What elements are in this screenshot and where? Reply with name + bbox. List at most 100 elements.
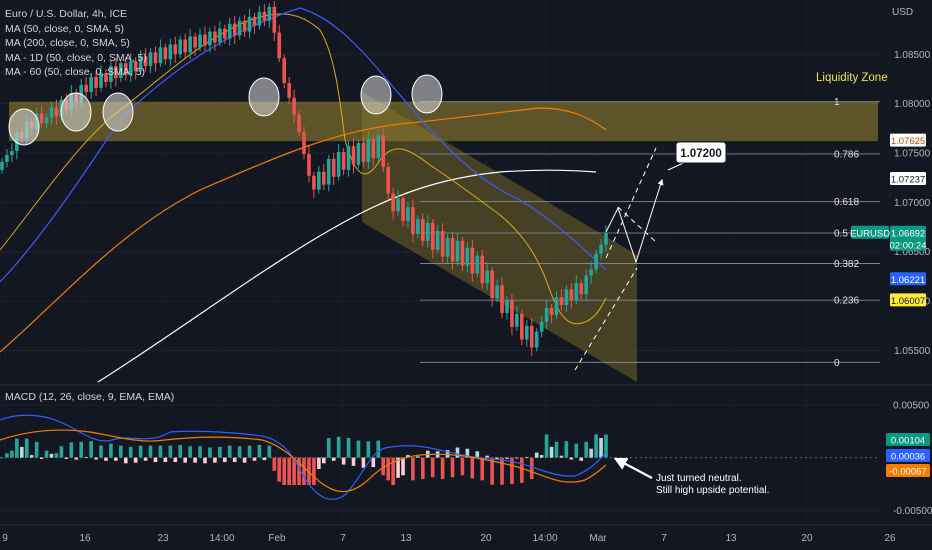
candle <box>109 60 113 89</box>
macd-bar <box>163 457 168 463</box>
legend-ma-50[interactable]: MA (50, close, 0, SMA, 5) <box>5 22 125 35</box>
macd-bar <box>54 453 59 458</box>
macd-bar <box>396 457 400 478</box>
macd-bar <box>168 445 173 458</box>
legend-ma-1d[interactable]: MA - 1D (50, close, 0, SMA, 5) <box>5 51 147 64</box>
price-badge: 1.06221 <box>890 272 926 286</box>
candle <box>222 24 227 44</box>
macd-bar <box>341 457 346 465</box>
macd-bar <box>297 457 301 485</box>
macd-bar <box>183 457 187 463</box>
macd-bar <box>287 457 291 485</box>
macd-axis[interactable]: 0.00500 -0.00500 <box>893 400 932 516</box>
candle <box>475 251 480 278</box>
candle <box>163 43 168 65</box>
macd-bar <box>133 457 138 463</box>
macd-bar <box>336 436 341 458</box>
macd-bar <box>10 450 14 458</box>
macd-bar <box>20 446 24 458</box>
candle <box>262 3 267 27</box>
candle <box>178 35 183 59</box>
macd-bar <box>262 457 267 461</box>
macd-bar <box>89 441 93 458</box>
macd-bar <box>401 457 405 476</box>
candle <box>44 113 49 129</box>
candle <box>510 294 514 336</box>
candle <box>534 327 539 352</box>
candle <box>336 144 341 181</box>
macd-bar <box>44 450 49 458</box>
symbol-title[interactable]: Euro / U.S. Dollar, 4h, ICE <box>5 8 127 20</box>
macd-bar <box>34 441 39 458</box>
signal-line <box>0 429 607 493</box>
macd-bar <box>242 457 247 463</box>
time-axis[interactable]: 9 16 23 14:00 Feb 7 13 20 14:00 Mar 7 13 20 26 <box>2 533 896 544</box>
macd-bar <box>604 434 608 458</box>
candle <box>430 219 435 259</box>
macd-bar <box>510 457 514 485</box>
macd-bar <box>257 444 262 458</box>
candle <box>500 277 504 319</box>
svg-text:1.06692: 1.06692 <box>891 228 925 239</box>
candle <box>465 241 470 273</box>
candle <box>564 285 569 312</box>
macd-bar <box>272 457 277 471</box>
highlight-circles <box>8 74 443 146</box>
macd-bar <box>74 457 79 460</box>
macd-bar <box>554 441 559 458</box>
macd-bar <box>29 455 34 458</box>
price-axis[interactable]: 1.08500 1.08000 1.07500 1.07000 1.06500 1.060… <box>894 50 931 357</box>
macd-bar <box>346 438 351 458</box>
candle <box>148 48 153 74</box>
time-tick: 14:00 <box>209 533 234 544</box>
svg-text:0.00104: 0.00104 <box>891 436 925 447</box>
candle <box>569 283 574 309</box>
candle <box>104 69 108 88</box>
candle <box>599 238 603 260</box>
macd-bar <box>529 457 534 480</box>
macd-bar <box>460 457 465 476</box>
time-tick: 14:00 <box>532 533 557 544</box>
price-tick: 1.08000 <box>894 99 931 110</box>
candle <box>183 33 187 58</box>
legend-ma-60[interactable]: MA - 60 (50, close, 0, SMA, 5) <box>5 66 146 78</box>
target-label-box: 1.07200 <box>675 141 727 164</box>
macd-bar <box>356 440 361 458</box>
legend-ma-200[interactable]: MA (200, close, 0, SMA, 5) <box>5 37 130 49</box>
price-badge: 1.06692 <box>890 225 926 239</box>
candle <box>168 38 173 67</box>
macd-bar <box>416 456 420 458</box>
candle <box>490 266 494 307</box>
macd-bar <box>322 457 326 464</box>
time-tick: 26 <box>884 533 896 544</box>
macd-bar <box>500 457 504 485</box>
chart-legend: Euro / U.S. Dollar, 4h, ICE MA (50, clos… <box>5 7 147 80</box>
candle <box>292 89 296 123</box>
macd-legend[interactable]: MACD (12, 26, close, 9, EMA, EMA) <box>5 391 175 403</box>
macd-bar <box>94 457 98 460</box>
macd-bar <box>69 442 74 458</box>
macd-bar <box>594 434 598 458</box>
macd-bar <box>282 457 286 485</box>
candle <box>351 138 356 174</box>
candle <box>10 143 14 162</box>
candle <box>485 262 489 291</box>
macd-bar <box>5 453 9 458</box>
macd-bar <box>0 457 4 459</box>
candle <box>123 57 128 81</box>
candle <box>49 101 54 125</box>
macd-bar <box>564 441 569 458</box>
macd-badge: 0.00104 <box>886 433 930 447</box>
macd-bar <box>485 455 489 458</box>
macd-bar <box>411 457 415 481</box>
svg-text:1.06221: 1.06221 <box>891 275 925 286</box>
macd-bar <box>237 446 242 458</box>
macd-bar <box>465 448 470 458</box>
candle <box>237 16 242 40</box>
candle <box>0 157 4 174</box>
candle <box>386 162 390 201</box>
candle <box>396 190 400 216</box>
price-tick: 1.06500 <box>894 247 931 258</box>
candle <box>341 148 346 176</box>
